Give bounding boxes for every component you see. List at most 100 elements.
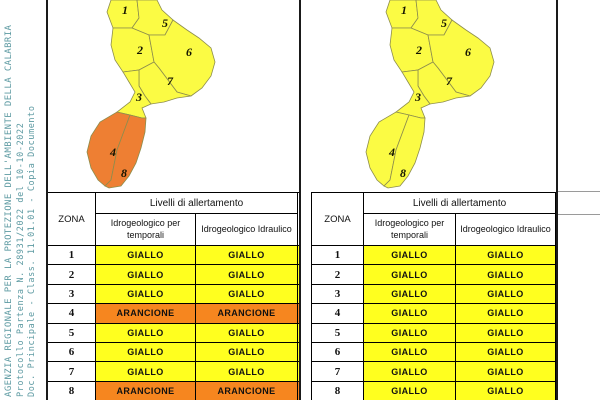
map-zone-label-6: 6 [465,45,471,59]
zone-number-cell: 6 [47,341,96,363]
map-zone-label-2: 2 [136,43,143,57]
panel-right: 1 5 2 6 7 3 4 8 ZONA Livelli di allertam… [300,0,557,400]
levels-group-header: Livelli di allertamento [362,192,557,214]
zone-number-cell: 1 [47,244,96,266]
level-cell-idraulico: GIALLO [454,244,557,266]
map-zone-label-8: 8 [400,166,406,180]
zone-number-cell: 1 [311,244,364,266]
level-cell-temporali: GIALLO [363,361,456,382]
map-zone-6 [148,19,216,97]
level-cell-idraulico: GIALLO [454,264,557,285]
level-cell-temporali: ARANCIONE [95,303,196,324]
level-cell-temporali: GIALLO [363,380,456,400]
table-row-zone-1: 1 GIALLO GIALLO [47,244,300,266]
page-border-right [556,0,558,400]
level-cell-idraulico: ARANCIONE [194,380,299,400]
map-zone-6 [427,19,495,97]
zone-number-cell: 8 [47,380,96,400]
page-border-left [46,0,48,400]
zone-number-cell: 4 [47,303,96,324]
map-zone-label-6: 6 [186,45,192,59]
protocol-stamp-line-doc: Doc. Principale - Class. 11.01.01 - Copi… [27,105,37,397]
level-cell-temporali: GIALLO [95,244,196,266]
table-row-zone-8: 8 ARANCIONE ARANCIONE [47,380,300,400]
table-row-zone-3: 3 GIALLO GIALLO [47,283,300,305]
level-cell-idraulico: GIALLO [194,361,299,382]
protocol-stamp-line-protocol: Protocollo Partenza N. 28931/2022 del 10… [16,122,26,397]
map-zone-label-3: 3 [414,90,421,104]
level-cell-temporali: GIALLO [363,322,456,343]
table-row-zone-8: 8 GIALLO GIALLO [311,380,557,400]
margin-cut-line [558,191,600,192]
zone-number-cell: 4 [311,303,364,324]
table-row-zone-7: 7 GIALLO GIALLO [47,361,300,382]
map-zone-8 [104,114,147,189]
level-cell-temporali: GIALLO [363,303,456,324]
col-header-idraulico: Idrogeologico Idraulico [194,213,299,246]
level-cell-temporali: GIALLO [363,341,456,363]
map-zone-label-7: 7 [167,74,174,88]
calabria-map-left: 1 5 2 6 7 3 4 8 [47,0,299,197]
map-zone-label-1: 1 [401,3,407,17]
map-zone-label-5: 5 [441,16,447,30]
table-row-zone-2: 2 GIALLO GIALLO [47,264,300,285]
level-cell-temporali: GIALLO [95,341,196,363]
level-cell-idraulico: GIALLO [454,283,557,305]
zone-number-cell: 5 [47,322,96,343]
level-cell-idraulico: GIALLO [194,283,299,305]
level-cell-temporali: GIALLO [95,322,196,343]
zone-number-cell: 3 [311,283,364,305]
zone-number-cell: 8 [311,380,364,400]
alert-table-right: ZONA Livelli di allertamento Idrogeologi… [311,192,557,400]
zona-header: ZONA [311,192,364,246]
zone-number-cell: 2 [311,264,364,285]
level-cell-temporali: GIALLO [363,244,456,266]
table-row-zone-7: 7 GIALLO GIALLO [311,361,557,382]
map-zone-label-8: 8 [121,166,127,180]
table-row-zone-5: 5 GIALLO GIALLO [311,322,557,343]
level-cell-temporali: GIALLO [95,283,196,305]
col-header-idraulico: Idrogeologico Idraulico [454,213,557,246]
level-cell-idraulico: GIALLO [454,322,557,343]
protocol-stamp-line-agency: AGENZIA REGIONALE PER LA PROTEZIONE DELL… [4,24,14,397]
margin-cut-line [558,214,600,215]
level-cell-temporali: GIALLO [95,264,196,285]
zone-number-cell: 5 [311,322,364,343]
level-cell-idraulico: GIALLO [194,341,299,363]
levels-group-header: Livelli di allertamento [94,192,299,214]
level-cell-idraulico: GIALLO [454,341,557,363]
level-cell-temporali: GIALLO [95,361,196,382]
zone-number-cell: 7 [47,361,96,382]
map-zone-label-7: 7 [446,74,453,88]
zone-number-cell: 3 [47,283,96,305]
level-cell-temporali: ARANCIONE [95,380,196,400]
col-header-temporali: Idrogeologico per temporali [363,213,456,246]
table-row-zone-6: 6 GIALLO GIALLO [47,341,300,363]
calabria-map-right: 1 5 2 6 7 3 4 8 [326,0,557,197]
page-border-middle [299,0,301,400]
level-cell-idraulico: GIALLO [454,380,557,400]
level-cell-idraulico: GIALLO [194,264,299,285]
table-row-zone-4: 4 ARANCIONE ARANCIONE [47,303,300,324]
map-zone-label-4: 4 [388,145,395,159]
table-row-zone-6: 6 GIALLO GIALLO [311,341,557,363]
alert-table-left: ZONA Livelli di allertamento Idrogeologi… [47,192,300,400]
level-cell-temporali: GIALLO [363,264,456,285]
zone-number-cell: 2 [47,264,96,285]
panel-left: 1 5 2 6 7 3 4 8 ZONA Livelli di allertam… [47,0,300,400]
table-row-zone-4: 4 GIALLO GIALLO [311,303,557,324]
zone-number-cell: 6 [311,341,364,363]
col-header-temporali: Idrogeologico per temporali [95,213,196,246]
level-cell-temporali: GIALLO [363,283,456,305]
table-row-zone-1: 1 GIALLO GIALLO [311,244,557,266]
zona-header: ZONA [47,192,96,246]
level-cell-idraulico: GIALLO [194,322,299,343]
level-cell-idraulico: GIALLO [194,244,299,266]
zone-number-cell: 7 [311,361,364,382]
map-zone-label-3: 3 [135,90,142,104]
map-zone-8 [383,114,426,189]
map-zone-label-2: 2 [415,43,422,57]
table-row-zone-2: 2 GIALLO GIALLO [311,264,557,285]
table-row-zone-3: 3 GIALLO GIALLO [311,283,557,305]
